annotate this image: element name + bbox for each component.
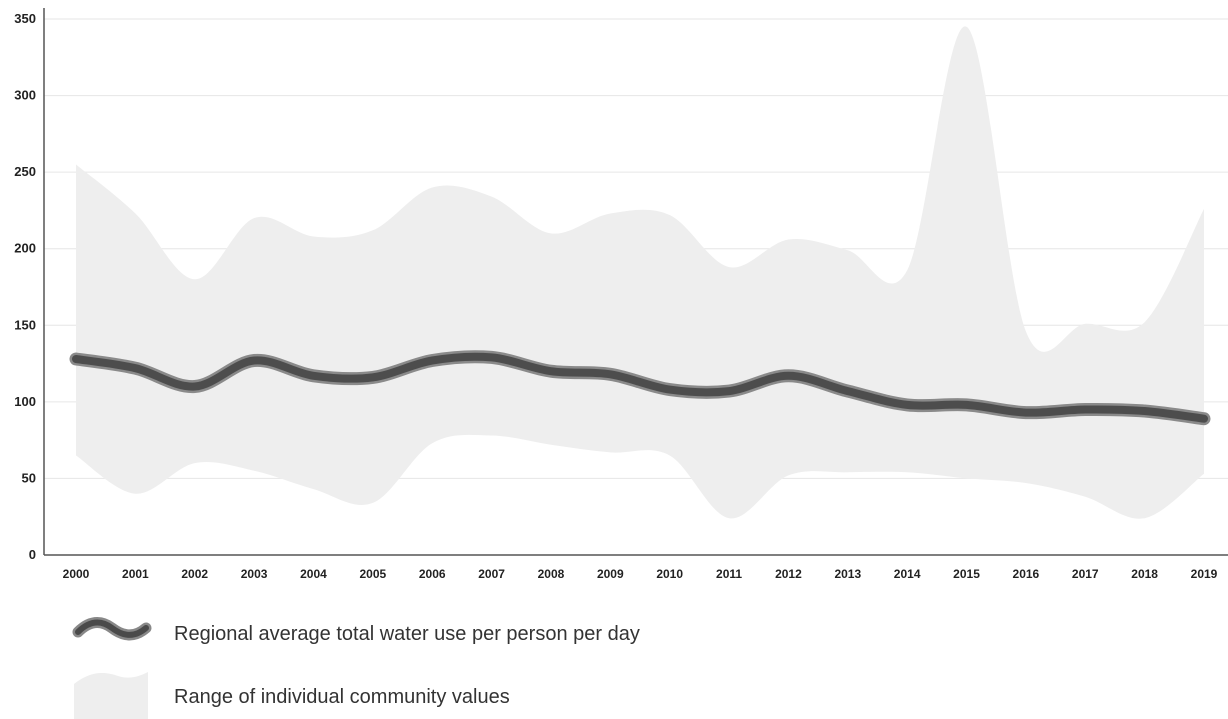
legend-item-range: Range of individual community values	[74, 672, 510, 719]
x-tick-label: 2004	[300, 567, 327, 581]
x-tick-label: 2012	[775, 567, 802, 581]
legend-label-range: Range of individual community values	[174, 686, 510, 708]
x-tick-label: 2000	[63, 567, 90, 581]
average-line	[72, 352, 1208, 423]
x-tick-label: 2018	[1131, 567, 1158, 581]
x-tick-label: 2002	[181, 567, 208, 581]
legend-item-average: Regional average total water use per per…	[72, 617, 640, 645]
axes	[43, 8, 1228, 556]
x-tick-label: 2001	[122, 567, 149, 581]
legend-label-average: Regional average total water use per per…	[174, 623, 640, 645]
range-band	[76, 26, 1204, 519]
x-tick-label: 2014	[894, 567, 921, 581]
x-tick-label: 2007	[478, 567, 505, 581]
y-tick-label: 200	[14, 241, 36, 256]
y-tick-labels: 0 50 100 150 200 250 300 350	[14, 11, 36, 562]
x-tick-label: 2015	[953, 567, 980, 581]
y-tick-label: 50	[22, 470, 36, 485]
y-tick-label: 300	[14, 88, 36, 103]
y-tick-label: 250	[14, 164, 36, 179]
x-tick-label: 2016	[1013, 567, 1040, 581]
y-tick-label: 350	[14, 11, 36, 26]
x-tick-label: 2013	[834, 567, 861, 581]
x-tick-label: 2003	[241, 567, 268, 581]
legend: Regional average total water use per per…	[72, 617, 640, 719]
x-tick-label: 2017	[1072, 567, 1099, 581]
x-tick-label: 2006	[419, 567, 446, 581]
x-tick-label: 2008	[538, 567, 565, 581]
x-tick-label: 2011	[716, 567, 742, 581]
average-line-layer	[69, 350, 1211, 426]
x-tick-label: 2005	[359, 567, 386, 581]
x-tick-label: 2009	[597, 567, 624, 581]
y-tick-label: 150	[14, 317, 36, 332]
x-tick-label: 2019	[1191, 567, 1218, 581]
y-tick-label: 100	[14, 394, 36, 409]
range-band-layer	[76, 26, 1204, 519]
x-tick-labels: 2000 2001 2002 2003 2004 2005 2006 2007 2008 2009…	[63, 567, 1218, 581]
x-tick-label: 2010	[656, 567, 683, 581]
wave-line-icon-inner	[75, 619, 149, 638]
wave-area-icon	[74, 672, 148, 719]
y-tick-label: 0	[29, 547, 36, 562]
